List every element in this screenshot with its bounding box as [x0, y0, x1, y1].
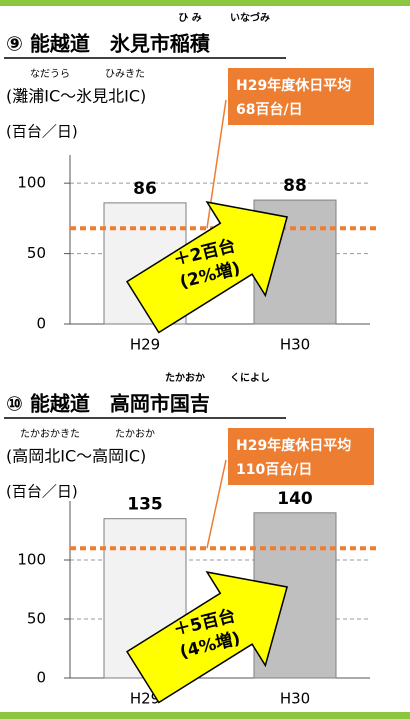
subtitle: (高岡北IC〜高岡IC) — [6, 447, 146, 466]
arrow-shape — [125, 201, 289, 334]
bottom-band — [0, 712, 410, 719]
value-label: 140 — [277, 489, 313, 509]
x-tick-label: H30 — [280, 690, 310, 708]
y-tick-label: 100 — [17, 551, 46, 569]
y-tick-label: 50 — [27, 244, 46, 262]
x-tick-label: H29 — [130, 690, 160, 708]
callout-value: 110百台/日 — [236, 461, 312, 478]
y-tick-label: 0 — [36, 315, 46, 333]
callout-title: H29年度休日平均 — [236, 437, 351, 454]
title-ruby: ひ み — [178, 12, 201, 24]
subtitle-ruby: たかおか — [115, 428, 155, 440]
callout-box — [228, 428, 374, 485]
increase-arrow: ＋5百台(4%増) — [125, 571, 289, 704]
value-label: 135 — [127, 495, 163, 515]
top-band — [0, 0, 410, 6]
unit-label: (百台／日) — [6, 483, 78, 501]
callout-leader — [206, 459, 227, 549]
callout-value: 68百台/日 — [236, 101, 303, 118]
value-label: 88 — [283, 176, 307, 196]
callout-title: H29年度休日平均 — [236, 77, 351, 94]
title-ruby: たかおか — [165, 372, 205, 384]
unit-label: (百台／日) — [6, 123, 78, 141]
subtitle-ruby: ひみきた — [105, 68, 145, 80]
title-ruby: いなづみ — [230, 11, 270, 24]
y-tick-label: 50 — [27, 610, 46, 628]
arrow-shape — [125, 571, 289, 704]
y-tick-label: 0 — [36, 669, 46, 687]
x-tick-label: H29 — [130, 336, 160, 354]
subtitle-ruby: なだうら — [30, 68, 70, 80]
title: ⑩ 能越道 高岡市国吉 — [6, 392, 210, 416]
subtitle-ruby: たかおかきた — [20, 428, 80, 440]
title: ⑨ 能越道 氷見市稲積 — [6, 32, 211, 56]
value-label: 86 — [133, 179, 157, 199]
y-tick-label: 100 — [17, 174, 46, 192]
x-tick-label: H30 — [280, 336, 310, 354]
callout-box — [228, 68, 374, 125]
subtitle: (灘浦IC〜氷見北IC) — [6, 87, 146, 106]
title-ruby: くによし — [230, 372, 270, 384]
